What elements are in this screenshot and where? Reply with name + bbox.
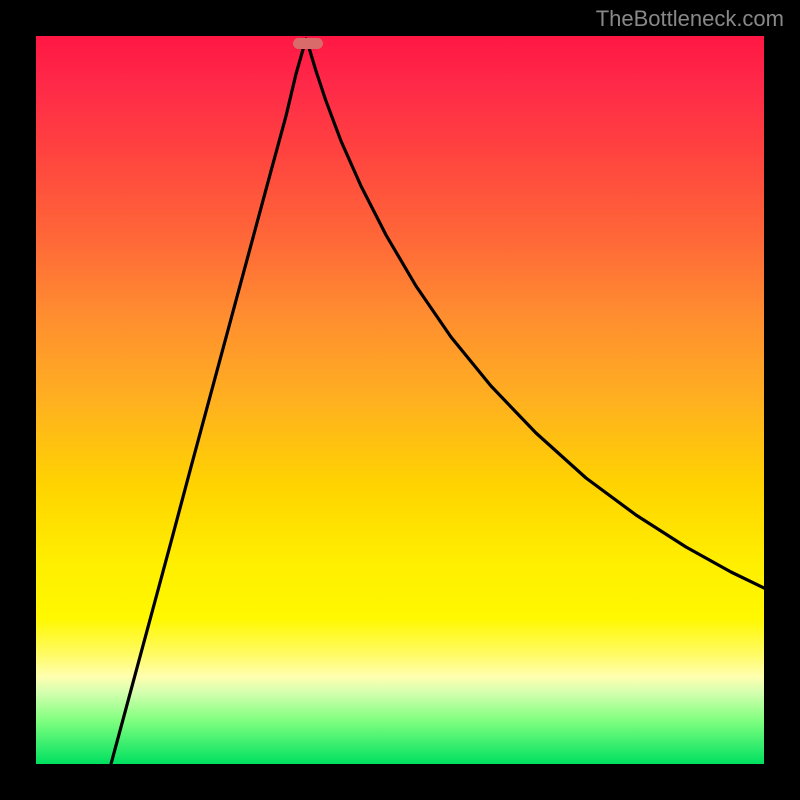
- bottleneck-curve: [36, 36, 764, 764]
- watermark-text: TheBottleneck.com: [596, 6, 784, 32]
- minimum-marker: [293, 38, 323, 49]
- plot-area: [36, 36, 764, 764]
